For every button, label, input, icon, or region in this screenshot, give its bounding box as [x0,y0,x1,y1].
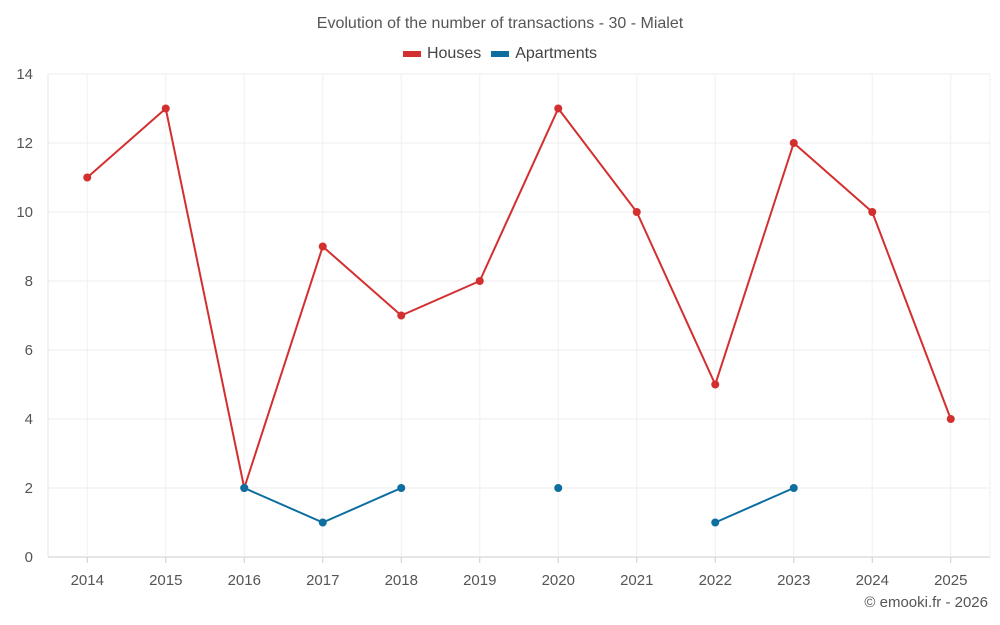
data-point-houses[interactable] [475,277,484,285]
x-tick-label: 2017 [306,572,339,589]
y-tick-label: 8 [25,273,33,290]
data-point-houses[interactable] [946,415,955,423]
x-tick-label: 2019 [463,572,496,589]
x-tick-label: 2020 [542,572,575,589]
data-point-apartments[interactable] [789,484,798,492]
legend-label-houses: Houses [426,45,482,62]
data-point-apartments[interactable] [397,484,406,492]
y-tick-label: 10 [16,204,33,221]
x-tick-label: 2023 [777,572,810,589]
y-tick-label: 0 [25,549,33,566]
x-tick-label: 2025 [934,572,967,589]
legend-item-houses[interactable]: Houses [402,45,482,63]
data-point-houses[interactable] [554,104,563,113]
series-line-houses [86,107,952,489]
y-tick-label: 6 [25,342,33,359]
x-tick-label: 2024 [856,572,889,589]
x-tick-label: 2016 [228,572,261,589]
y-tick-label: 14 [16,66,33,83]
legend-label-apartments: Apartments [515,45,598,62]
data-point-apartments[interactable] [711,518,720,527]
x-tick-label: 2022 [699,572,732,589]
x-tick-label: 2015 [149,572,182,589]
x-tick-label: 2018 [385,572,418,589]
legend-item-apartments[interactable]: Apartments [491,45,597,63]
x-tick-label: 2014 [71,572,104,589]
data-point-houses[interactable] [83,173,92,182]
data-point-houses[interactable] [868,208,877,216]
x-tick-label: 2021 [620,572,653,589]
data-point-houses[interactable] [318,242,327,251]
data-point-apartments[interactable] [240,484,249,492]
data-point-houses[interactable] [397,311,406,320]
legend-swatch-houses [402,51,421,57]
legend: Houses Apartments [0,45,1000,63]
data-point-houses[interactable] [161,104,170,113]
data-point-houses[interactable] [632,208,641,216]
series-line-apartments [714,487,795,524]
y-tick-label: 2 [25,480,33,497]
copyright: © emooki.fr - 2026 [864,594,988,611]
legend-swatch-apartments [491,51,510,57]
data-point-houses[interactable] [711,380,720,389]
data-point-houses[interactable] [789,139,798,147]
data-point-apartments[interactable] [554,484,563,492]
y-tick-label: 12 [16,135,33,152]
y-tick-label: 4 [25,411,33,428]
data-point-apartments[interactable] [318,518,327,527]
chart-title: Evolution of the number of transactions … [316,15,684,32]
